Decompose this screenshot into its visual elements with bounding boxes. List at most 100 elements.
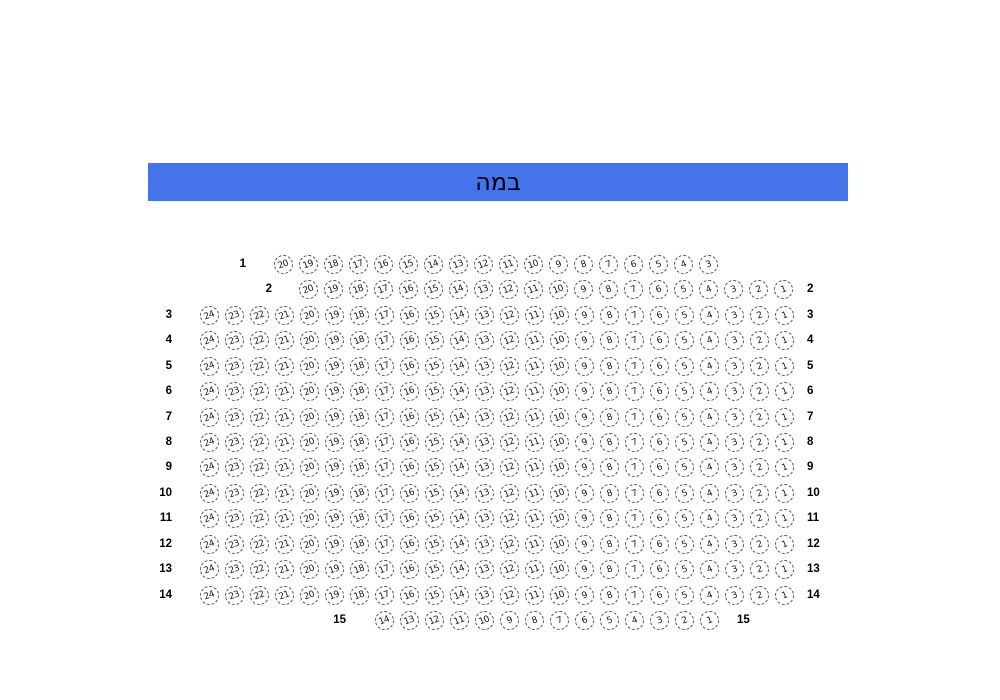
- seat[interactable]: 1: [775, 535, 794, 554]
- seat[interactable]: 16: [400, 408, 419, 427]
- seat[interactable]: 23: [225, 433, 244, 452]
- seat[interactable]: 9: [575, 484, 594, 503]
- seat[interactable]: 12: [500, 535, 519, 554]
- seat[interactable]: 8: [600, 331, 619, 350]
- seat[interactable]: 19: [325, 306, 344, 325]
- seat[interactable]: 9: [549, 255, 568, 274]
- seat[interactable]: 20: [300, 586, 319, 605]
- seat[interactable]: 7: [625, 560, 644, 579]
- seat[interactable]: 4: [700, 331, 719, 350]
- seat[interactable]: 19: [324, 280, 343, 299]
- seat[interactable]: 4: [700, 535, 719, 554]
- seat[interactable]: 1: [775, 458, 794, 477]
- seat[interactable]: 20: [300, 433, 319, 452]
- seat[interactable]: 2: [750, 331, 769, 350]
- seat[interactable]: 2: [750, 306, 769, 325]
- seat[interactable]: 6: [650, 509, 669, 528]
- seat[interactable]: 21: [275, 433, 294, 452]
- seat[interactable]: 13: [449, 255, 468, 274]
- seat[interactable]: 18: [349, 280, 368, 299]
- seat[interactable]: 17: [375, 382, 394, 401]
- seat[interactable]: 8: [600, 484, 619, 503]
- seat[interactable]: 5: [675, 586, 694, 605]
- seat[interactable]: 1: [700, 611, 719, 630]
- seat[interactable]: 14: [450, 306, 469, 325]
- seat[interactable]: 24: [200, 382, 219, 401]
- seat[interactable]: 1: [775, 433, 794, 452]
- seat[interactable]: 4: [700, 433, 719, 452]
- seat[interactable]: 20: [299, 280, 318, 299]
- seat[interactable]: 16: [399, 280, 418, 299]
- seat[interactable]: 23: [225, 306, 244, 325]
- seat[interactable]: 10: [550, 484, 569, 503]
- seat[interactable]: 15: [425, 331, 444, 350]
- seat[interactable]: 18: [350, 357, 369, 376]
- seat[interactable]: 6: [650, 357, 669, 376]
- seat[interactable]: 18: [350, 433, 369, 452]
- seat[interactable]: 19: [299, 255, 318, 274]
- seat[interactable]: 4: [700, 357, 719, 376]
- seat[interactable]: 11: [525, 408, 544, 427]
- seat[interactable]: 10: [550, 382, 569, 401]
- seat[interactable]: 3: [699, 255, 718, 274]
- seat[interactable]: 13: [475, 408, 494, 427]
- seat[interactable]: 3: [650, 611, 669, 630]
- seat[interactable]: 18: [350, 382, 369, 401]
- seat[interactable]: 4: [674, 255, 693, 274]
- seat[interactable]: 20: [300, 560, 319, 579]
- seat[interactable]: 21: [275, 357, 294, 376]
- seat[interactable]: 10: [550, 458, 569, 477]
- seat[interactable]: 14: [450, 408, 469, 427]
- seat[interactable]: 3: [725, 535, 744, 554]
- seat[interactable]: 16: [400, 382, 419, 401]
- seat[interactable]: 22: [250, 331, 269, 350]
- seat[interactable]: 11: [525, 458, 544, 477]
- seat[interactable]: 5: [674, 280, 693, 299]
- seat[interactable]: 19: [325, 484, 344, 503]
- seat[interactable]: 21: [275, 484, 294, 503]
- seat[interactable]: 9: [575, 560, 594, 579]
- seat[interactable]: 5: [649, 255, 668, 274]
- seat[interactable]: 14: [450, 560, 469, 579]
- seat[interactable]: 23: [225, 484, 244, 503]
- seat[interactable]: 2: [750, 509, 769, 528]
- seat[interactable]: 10: [550, 586, 569, 605]
- seat[interactable]: 16: [400, 357, 419, 376]
- seat[interactable]: 10: [475, 611, 494, 630]
- seat[interactable]: 6: [650, 433, 669, 452]
- seat[interactable]: 17: [375, 331, 394, 350]
- seat[interactable]: 15: [425, 535, 444, 554]
- seat[interactable]: 19: [325, 382, 344, 401]
- seat[interactable]: 11: [525, 586, 544, 605]
- seat[interactable]: 13: [474, 280, 493, 299]
- seat[interactable]: 11: [499, 255, 518, 274]
- seat[interactable]: 9: [575, 433, 594, 452]
- seat[interactable]: 2: [750, 458, 769, 477]
- seat[interactable]: 23: [225, 357, 244, 376]
- seat[interactable]: 13: [475, 433, 494, 452]
- seat[interactable]: 21: [275, 560, 294, 579]
- seat[interactable]: 22: [250, 433, 269, 452]
- seat[interactable]: 24: [200, 357, 219, 376]
- seat[interactable]: 22: [250, 357, 269, 376]
- seat[interactable]: 12: [500, 484, 519, 503]
- seat[interactable]: 12: [500, 408, 519, 427]
- seat[interactable]: 23: [225, 509, 244, 528]
- seat[interactable]: 9: [575, 458, 594, 477]
- seat[interactable]: 16: [400, 458, 419, 477]
- seat[interactable]: 7: [625, 382, 644, 401]
- seat[interactable]: 17: [375, 535, 394, 554]
- seat[interactable]: 5: [675, 357, 694, 376]
- seat[interactable]: 18: [350, 560, 369, 579]
- seat[interactable]: 20: [300, 357, 319, 376]
- seat[interactable]: 15: [425, 586, 444, 605]
- seat[interactable]: 7: [625, 408, 644, 427]
- seat[interactable]: 23: [225, 331, 244, 350]
- seat[interactable]: 21: [275, 586, 294, 605]
- seat[interactable]: 14: [375, 611, 394, 630]
- seat[interactable]: 3: [725, 331, 744, 350]
- seat[interactable]: 4: [700, 306, 719, 325]
- seat[interactable]: 16: [400, 586, 419, 605]
- seat[interactable]: 1: [775, 306, 794, 325]
- seat[interactable]: 8: [600, 306, 619, 325]
